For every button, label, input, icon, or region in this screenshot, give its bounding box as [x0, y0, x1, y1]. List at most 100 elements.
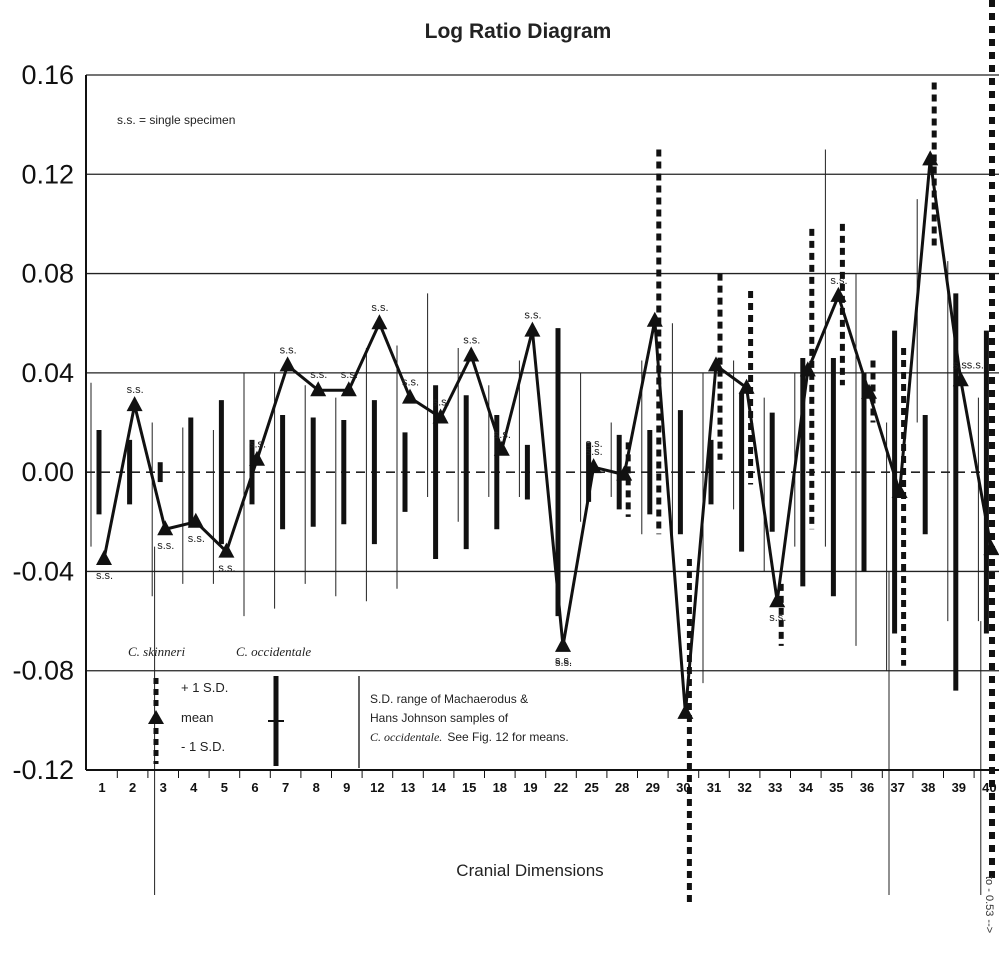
mean-marker — [249, 450, 265, 466]
mean-marker — [96, 550, 112, 566]
legend-plus-sd: + 1 S.D. — [181, 680, 228, 695]
legend-range-rest: See Fig. 12 for means. — [447, 730, 568, 744]
single-specimen-label: s.s. — [371, 302, 388, 314]
single-specimen-label: s.s. — [433, 397, 450, 409]
annotation-c-occidentale: C. occidentale — [236, 644, 311, 659]
mean-marker — [463, 346, 480, 362]
single-specimen-label: s.s. — [953, 359, 970, 371]
x-tick-label: 5 — [221, 780, 228, 795]
x-tick-label: 38 — [921, 780, 935, 795]
mean-marker — [830, 286, 847, 302]
y-tick-label: 0.12 — [21, 159, 74, 189]
mean-marker — [738, 378, 755, 394]
single-specimen-label: s.s. — [494, 429, 511, 441]
x-tick-label: 39 — [952, 780, 966, 795]
y-tick-label: 0.04 — [21, 358, 74, 388]
mean-marker — [187, 512, 204, 528]
single-specimen-note: s.s. = single specimen — [117, 113, 235, 127]
mean-marker — [279, 356, 296, 372]
single-specimen-label: s.s. — [463, 334, 480, 346]
single-specimen-label: s.s. — [188, 533, 205, 545]
x-tick-label: 8 — [313, 780, 320, 795]
single-specimen-label: s.s. — [280, 344, 297, 356]
mean-marker — [157, 520, 174, 536]
mean-marker — [371, 314, 388, 330]
legend-mean-triangle — [148, 710, 164, 724]
y-tick-label: 0.08 — [21, 259, 74, 289]
mean-marker — [799, 361, 816, 377]
single-specimen-label: s.s. — [769, 612, 786, 624]
single-specimen-label: s.s. — [555, 657, 572, 669]
y-tick-label: -0.04 — [12, 556, 74, 586]
sd-range-bars — [90, 82, 989, 905]
x-tick-label: 12 — [370, 780, 384, 795]
single-specimen-label: s.s. — [586, 446, 603, 458]
x-tick-label: 25 — [584, 780, 598, 795]
legend-range-italic: C. occidentale. — [370, 730, 442, 744]
mean-marker — [922, 150, 939, 166]
mean-marker — [126, 396, 143, 412]
x-tick-label: 31 — [707, 780, 721, 795]
mean-marker — [402, 388, 418, 404]
x-tick-label: 32 — [737, 780, 751, 795]
x-tick-label: 7 — [282, 780, 289, 795]
single-specimen-label: s.s. — [830, 275, 847, 287]
mean-marker — [616, 465, 633, 481]
x-tick-label: 1 — [98, 780, 105, 795]
mean-marker — [493, 440, 510, 456]
gridlines — [86, 74, 999, 672]
single-specimen-label: s.s. — [402, 377, 419, 389]
x-tick-label: 6 — [251, 780, 258, 795]
legend-range-line1: S.D. range of Machaerodus & — [370, 692, 528, 706]
x-tick-label: 15 — [462, 780, 476, 795]
mean-marker — [769, 592, 786, 608]
mean-marker — [310, 381, 327, 397]
legend-mean: mean — [181, 710, 214, 725]
mean-marker — [861, 383, 877, 399]
mean-series: s.s.s.s.s.s.s.s.s.s.s.s.s.s.s.s. s.s.s.s.… — [96, 150, 999, 719]
x-tick-label: 19 — [523, 780, 537, 795]
x-axis-label: Cranial Dimensions — [456, 861, 603, 880]
x-tick-label: 35 — [829, 780, 843, 795]
mean-line — [102, 157, 993, 715]
mean-marker — [432, 408, 449, 424]
mean-marker — [891, 483, 908, 498]
mean-marker — [555, 636, 571, 652]
legend-range-line2: Hans Johnson samples of — [370, 711, 509, 725]
x-tick-label: 22 — [554, 780, 568, 795]
x-tick-label: 30 — [676, 780, 690, 795]
chart-title: Log Ratio Diagram — [425, 20, 612, 43]
single-specimen-label: s.s. — [524, 310, 541, 322]
legend-range-line3: C. occidentale. See Fig. 12 for means. — [370, 730, 569, 744]
x-tick-label: 36 — [860, 780, 874, 795]
mean-marker — [677, 703, 694, 719]
x-tick-label: 13 — [401, 780, 415, 795]
y-tick-label: 0.00 — [21, 457, 74, 487]
mean-marker — [340, 381, 357, 397]
single-specimen-label: s.s. — [341, 369, 358, 381]
x-tick-label: 9 — [343, 780, 350, 795]
x-tick-label: 14 — [431, 780, 446, 795]
single-specimen-label: s.s. — [157, 540, 174, 552]
y-tick-labels: 0.16 0.12 0.08 0.04 0.00 -0.04 -0.08 -0.12 — [12, 60, 74, 785]
x-tick-label: 33 — [768, 780, 782, 795]
x-tick-label: 29 — [646, 780, 660, 795]
legend-minus-sd: - 1 S.D. — [181, 739, 225, 754]
y-tick-label: -0.08 — [12, 656, 74, 686]
single-specimen-label: s.s. — [218, 563, 235, 575]
x-tick-label: 28 — [615, 780, 629, 795]
x-tick-label: 37 — [890, 780, 904, 795]
mean-marker — [708, 356, 724, 372]
x-tick-label: 4 — [190, 780, 198, 795]
x-tick-label: 18 — [493, 780, 507, 795]
x-tick-label: 3 — [160, 780, 167, 795]
mean-marker — [524, 321, 541, 337]
single-specimen-label: s.s. — [96, 570, 113, 582]
single-specimen-label: s.s. — [967, 359, 984, 371]
x-tick-labels: 1 2 3 4 5 6 7 8 9 12 13 14 15 18 19 22 25 28 29 30 31 32 33 34 3… — [98, 770, 997, 795]
single-specimen-label: s.s. — [249, 439, 266, 451]
single-specimen-label: s.s. — [555, 655, 572, 667]
mean-marker — [585, 458, 602, 474]
